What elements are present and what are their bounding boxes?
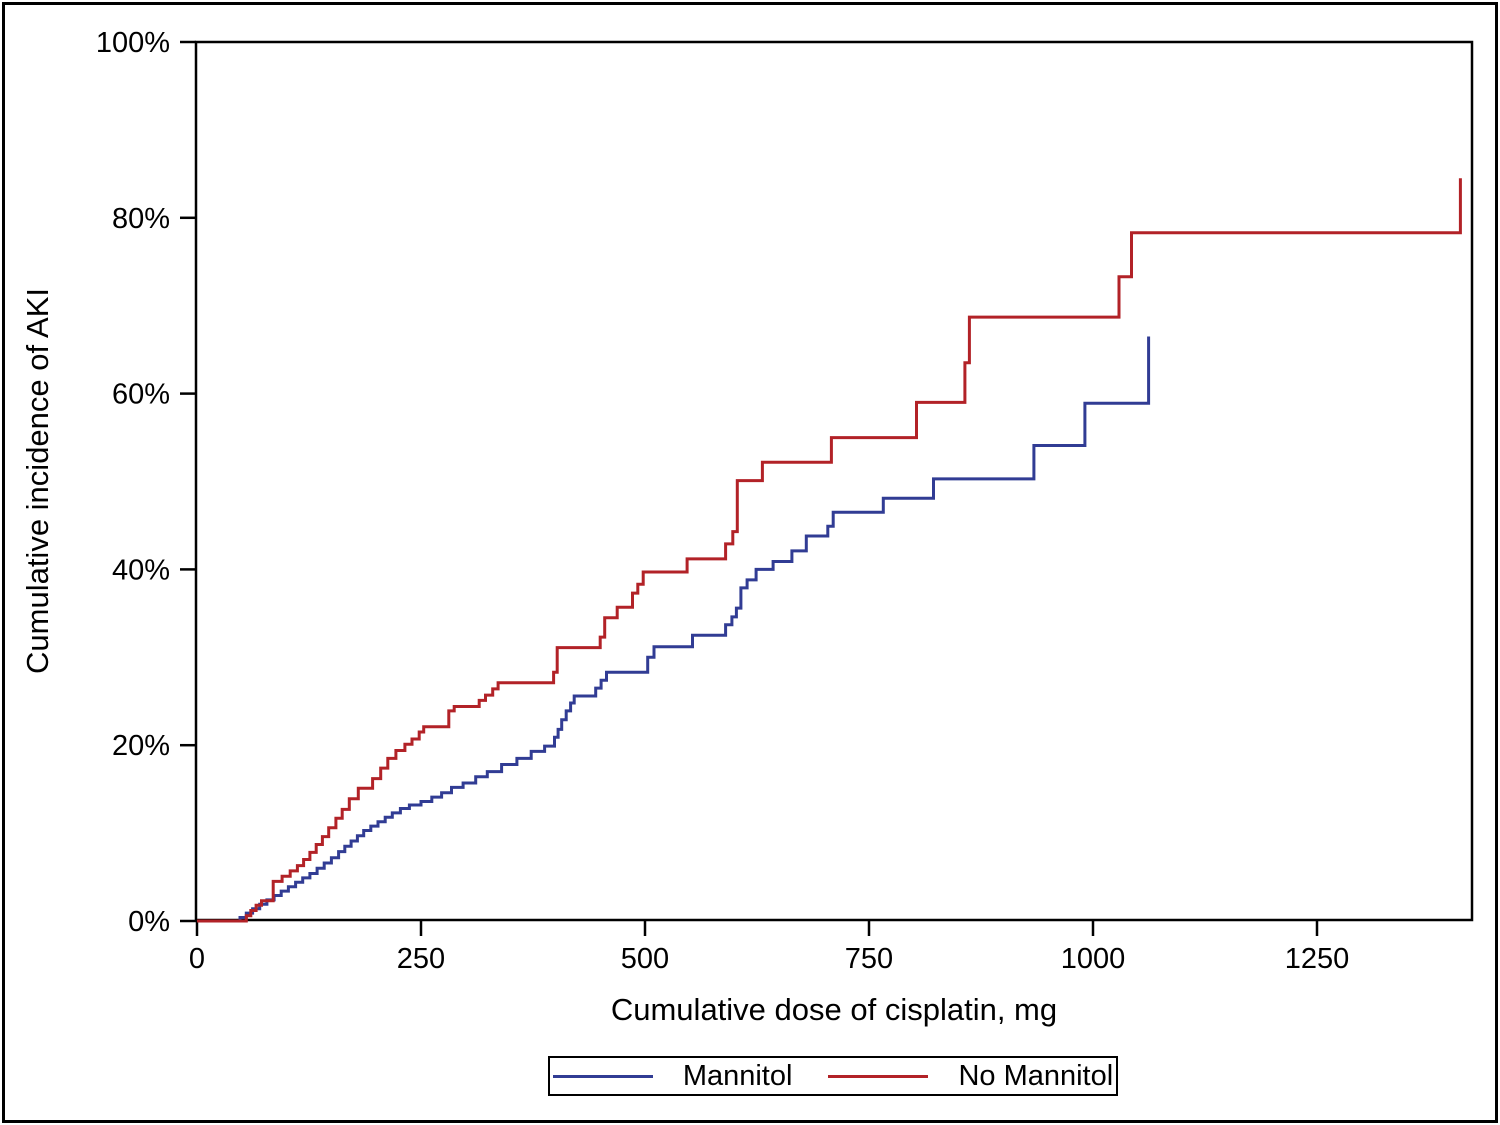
x-tick-label: 250 — [397, 943, 445, 975]
mannitol-line-swatch — [552, 1074, 653, 1078]
y-axis-title: Cumulative incidence of AKI — [20, 288, 55, 674]
legend-item-no-mannitol: No Mannitol — [828, 1060, 1113, 1093]
legend-label-no-mannitol: No Mannitol — [958, 1059, 1114, 1092]
legend-label-mannitol: Mannitol — [682, 1059, 793, 1092]
x-axis-title: Cumulative dose of cisplatin, mg — [610, 992, 1058, 1027]
no-mannitol-line-swatch — [828, 1074, 929, 1078]
y-tick-label: 20% — [112, 730, 170, 762]
plot-area-border — [194, 40, 1474, 922]
y-tick-label: 60% — [112, 379, 170, 411]
legend-item-mannitol: Mannitol — [552, 1059, 793, 1093]
mannitol-curve — [197, 336, 1151, 923]
y-tick-label: 80% — [112, 203, 170, 235]
x-tick-label: 750 — [845, 943, 893, 975]
y-tick-label: 100% — [96, 27, 170, 59]
x-tick-label: 1000 — [1061, 943, 1126, 975]
x-tick-label: 0 — [189, 943, 205, 975]
y-tick-label: 0% — [128, 906, 170, 938]
legend: Mannitol No Mannitol — [548, 1056, 1118, 1096]
x-tick-label: 1250 — [1285, 943, 1350, 975]
x-tick-label: 500 — [621, 943, 669, 975]
y-tick-label: 40% — [112, 554, 170, 586]
no-mannitol-curve — [197, 178, 1462, 923]
